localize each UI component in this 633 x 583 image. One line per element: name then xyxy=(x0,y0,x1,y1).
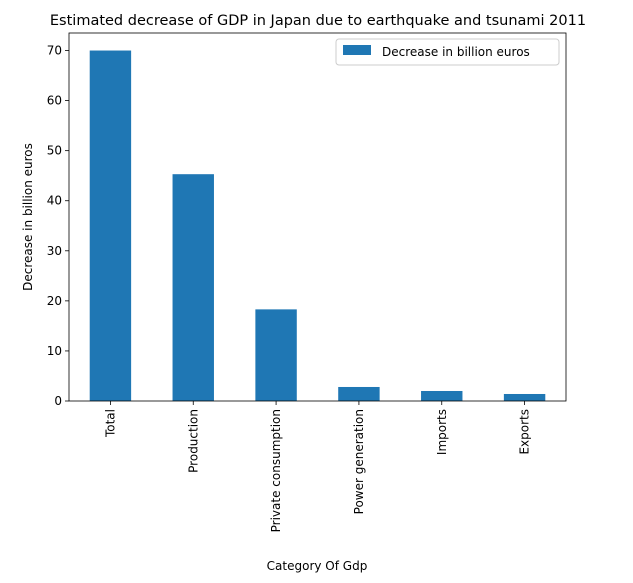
x-tick-label-production: Production xyxy=(186,409,200,473)
y-tick-label: 0 xyxy=(54,394,62,408)
y-tick-label: 70 xyxy=(47,44,62,58)
chart-title: Estimated decrease of GDP in Japan due t… xyxy=(50,13,586,29)
legend: Decrease in billion euros xyxy=(335,38,560,66)
x-axis: Total Production Private consumption Power … xyxy=(103,401,532,532)
bar-power-generation xyxy=(338,386,380,401)
y-tick-label: 50 xyxy=(47,144,62,158)
legend-box xyxy=(335,38,560,66)
x-tick-label-private-consumption: Private consumption xyxy=(269,409,283,532)
bar-exports xyxy=(503,393,546,401)
y-tick-label: 30 xyxy=(47,244,62,258)
bar-imports xyxy=(421,390,463,401)
x-tick-label-exports: Exports xyxy=(518,409,532,455)
legend-label: Decrease in billion euros xyxy=(382,45,530,59)
x-axis-label: Category Of Gdp xyxy=(267,559,368,573)
y-axis-label: Decrease in billion euros xyxy=(21,143,35,291)
plot-frame xyxy=(68,32,567,402)
x-tick-label-imports: Imports xyxy=(435,409,449,455)
bar-private-consumption xyxy=(255,309,297,401)
bars-group xyxy=(89,50,546,402)
x-tick-label-total: Total xyxy=(103,409,117,438)
y-tick-label: 10 xyxy=(47,344,62,358)
bar-total xyxy=(89,50,132,402)
y-tick-label: 60 xyxy=(47,94,62,108)
legend-swatch xyxy=(343,45,371,55)
y-tick-label: 20 xyxy=(47,294,62,308)
x-tick-label-power-generation: Power generation xyxy=(352,409,366,514)
bar-production xyxy=(172,174,214,401)
y-tick-label: 40 xyxy=(47,194,62,208)
y-axis: 0 10 20 30 40 50 60 70 xyxy=(47,44,69,408)
